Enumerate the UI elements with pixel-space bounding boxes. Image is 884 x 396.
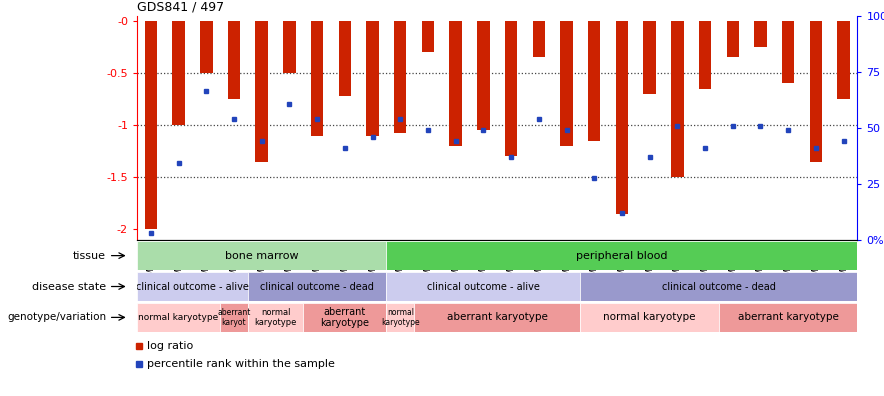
Text: normal karyotype: normal karyotype [139, 313, 218, 322]
Bar [782, 21, 795, 84]
Bar [581, 303, 719, 332]
Text: GDS841 / 497: GDS841 / 497 [137, 0, 225, 13]
Bar [386, 272, 581, 301]
Bar [311, 21, 324, 135]
Bar [581, 272, 857, 301]
Bar [394, 21, 407, 133]
Bar [414, 303, 581, 332]
Bar [145, 21, 157, 229]
Text: clinical outcome - alive: clinical outcome - alive [136, 282, 249, 291]
Text: normal
karyotype: normal karyotype [255, 308, 297, 327]
Bar [303, 303, 386, 332]
Bar [616, 21, 629, 213]
Bar [172, 21, 185, 125]
Bar [699, 21, 712, 89]
Bar [200, 21, 212, 73]
Bar [386, 303, 414, 332]
Bar [671, 21, 683, 177]
Bar [228, 21, 240, 99]
Bar [137, 272, 248, 301]
Bar [810, 21, 822, 162]
Text: aberrant karyotype: aberrant karyotype [738, 312, 839, 322]
Text: clinical outcome - dead: clinical outcome - dead [662, 282, 776, 291]
Bar [255, 21, 268, 162]
Text: tissue: tissue [73, 251, 106, 261]
Text: log ratio: log ratio [147, 341, 194, 351]
Bar [283, 21, 295, 73]
Text: normal
karyotype: normal karyotype [381, 308, 420, 327]
Text: normal karyotype: normal karyotype [604, 312, 696, 322]
Bar [837, 21, 850, 99]
Bar [339, 21, 351, 96]
Bar [560, 21, 573, 146]
Bar [532, 21, 545, 57]
Text: percentile rank within the sample: percentile rank within the sample [147, 359, 335, 369]
Bar [754, 21, 766, 47]
Bar [248, 272, 386, 301]
Text: disease state: disease state [32, 282, 106, 291]
Bar [719, 303, 857, 332]
Text: bone marrow: bone marrow [225, 251, 299, 261]
Bar [366, 21, 378, 135]
Text: aberrant
karyotype: aberrant karyotype [320, 307, 370, 328]
Text: peripheral blood: peripheral blood [576, 251, 667, 261]
Text: aberrant
karyot: aberrant karyot [217, 308, 251, 327]
Bar [644, 21, 656, 94]
Bar [477, 21, 490, 130]
Bar [727, 21, 739, 57]
Bar [386, 241, 857, 270]
Text: clinical outcome - alive: clinical outcome - alive [427, 282, 540, 291]
Bar [449, 21, 462, 146]
Text: aberrant karyotype: aberrant karyotype [446, 312, 548, 322]
Bar [137, 303, 220, 332]
Bar [137, 241, 386, 270]
Bar [220, 303, 248, 332]
Bar [422, 21, 434, 52]
Bar [505, 21, 517, 156]
Bar [248, 303, 303, 332]
Text: genotype/variation: genotype/variation [7, 312, 106, 322]
Bar [588, 21, 600, 141]
Text: clinical outcome - dead: clinical outcome - dead [260, 282, 374, 291]
